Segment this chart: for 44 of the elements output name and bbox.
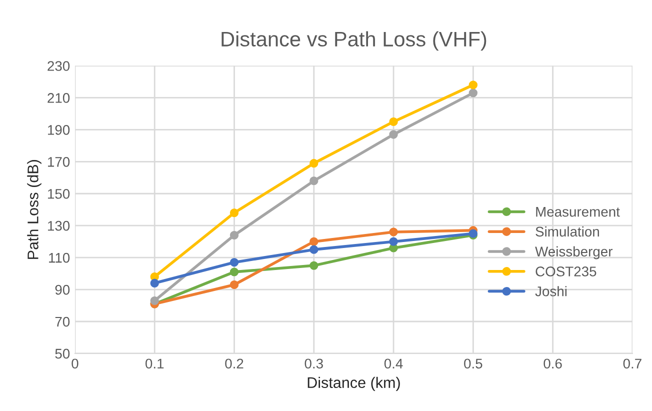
y-tick-label: 230 (48, 61, 70, 71)
point (310, 261, 318, 270)
x-tick-label: 0.2 (225, 358, 244, 369)
y-tick-label: 90 (55, 284, 70, 295)
y-tick-label: 210 (48, 93, 70, 103)
point (310, 158, 318, 168)
y-tick-label: 50 (55, 348, 70, 359)
point (230, 280, 239, 290)
y-axis-title: Path Loss (dB) (27, 160, 42, 259)
point (468, 80, 478, 90)
y-tick-label: 170 (48, 156, 70, 167)
legend-label: COST235 (536, 266, 596, 276)
point (150, 296, 159, 306)
point (310, 237, 318, 246)
chart-title: Distance vs Path Loss (VHF) (222, 31, 486, 51)
legend-label: Weissberger (535, 246, 613, 260)
legend-label: Joshi (535, 286, 567, 296)
point (230, 258, 239, 267)
y-tick-label: 150 (48, 188, 70, 199)
x-axis-title: Distance (km) (308, 376, 400, 392)
y-tick-label: 110 (49, 252, 70, 263)
y-tick-label: 190 (48, 125, 70, 135)
x-tick-label: 0.6 (544, 358, 562, 369)
legend-label: Simulation (536, 226, 599, 237)
x-tick-label: 0 (72, 358, 78, 369)
point (230, 268, 239, 276)
point (310, 245, 318, 254)
x-tick-label: 0.7 (623, 358, 642, 369)
point (468, 88, 478, 98)
point (389, 228, 398, 236)
y-tick-label: 70 (55, 316, 70, 327)
point (389, 117, 398, 126)
point (389, 130, 398, 139)
point (389, 237, 398, 246)
x-tick-label: 0.5 (464, 358, 482, 369)
point (230, 208, 239, 218)
x-tick-label: 0.3 (304, 358, 323, 369)
legend-label: Measurement (536, 207, 620, 217)
point (150, 278, 159, 288)
y-tick-label: 130 (48, 220, 70, 231)
point (230, 230, 239, 240)
point (310, 176, 318, 186)
x-tick-label: 0.4 (384, 358, 403, 369)
x-tick-label: 0.1 (146, 358, 164, 369)
